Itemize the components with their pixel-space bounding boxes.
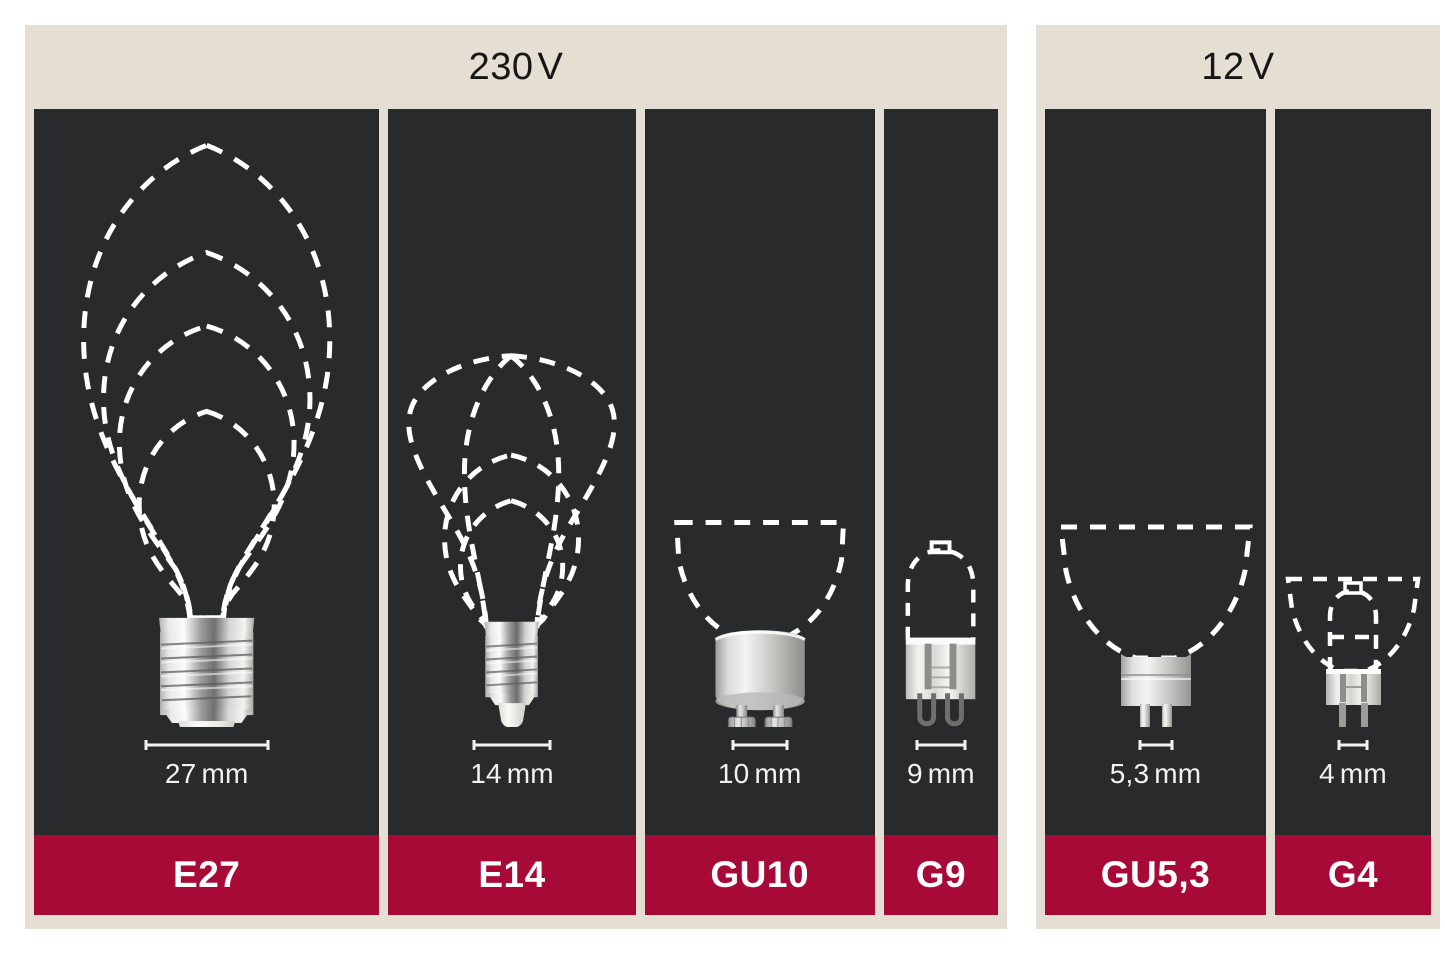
measure-label-g4: 4 mm [1319,758,1387,790]
voltage-unit: V [1248,45,1275,88]
bulb-illustration-g9 [884,109,998,727]
g9-base-graphic [905,637,976,727]
socket-columns-12v: 5,3 mm GU5,3 [1045,109,1431,915]
measure-value: 14 [470,758,502,789]
socket-column-g9[interactable]: 9 mm G9 [883,109,998,915]
socket-name-e14[interactable]: E14 [388,835,636,915]
socket-name-gu10[interactable]: GU10 [644,835,875,915]
measurement-gu53: 5,3 mm [1045,727,1266,835]
measure-bar-g9 [915,738,967,752]
bulb-illustration-g4 [1275,109,1431,727]
voltage-group-230v: 230 V [25,25,1007,929]
voltage-header-12v: 12 V [1045,25,1431,109]
socket-name-g9[interactable]: G9 [883,835,998,915]
bulb-illustration-e27 [34,109,379,727]
measure-unit: mm [1339,758,1387,789]
bulb-illustration-e14 [388,109,635,727]
voltage-group-12v: 12 V [1036,25,1440,929]
socket-column-gu53[interactable]: 5,3 mm GU5,3 [1045,109,1266,915]
measure-unit: mm [1154,758,1202,789]
e14-base-graphic [484,621,540,727]
g4-base-graphic [1326,669,1381,727]
measure-bar-e27 [144,738,270,752]
measure-unit: mm [201,758,249,789]
voltage-unit: V [537,45,564,88]
voltage-value: 230 [468,45,534,88]
measure-value: 27 [164,758,197,789]
socket-column-g4[interactable]: 4 mm G4 [1275,109,1431,915]
measure-bar-gu10 [731,738,789,752]
g4-tip-nub [1341,581,1365,595]
socket-column-gu10[interactable]: 10 mm GU10 [644,109,875,915]
measure-bar-g4 [1337,738,1369,752]
measure-value: 4 [1319,758,1335,789]
measure-unit: mm [506,758,554,789]
bulb-illustration-gu53 [1045,109,1266,727]
voltage-value: 12 [1201,45,1245,88]
measure-value: 5,3 [1109,758,1150,789]
measure-label-g9: 9 mm [907,758,975,790]
measure-value: 9 [907,758,923,789]
measure-label-e27: 27 mm [165,758,249,790]
measure-value: 10 [717,758,750,789]
e27-base-graphic [159,617,255,727]
measure-unit: mm [754,758,802,789]
bulb-illustration-gu10 [645,109,875,727]
measurement-g9: 9 mm [884,727,998,835]
g9-tip-nub [927,540,954,555]
gu10-base-graphic [714,630,806,727]
voltage-header-230v: 230 V [34,25,998,109]
measurement-e14: 14 mm [388,727,635,835]
measure-bar-gu53 [1138,738,1174,752]
measurement-e27: 27 mm [34,727,379,835]
measure-bar-e14 [472,738,552,752]
measure-label-gu53: 5,3 mm [1110,758,1202,790]
measurement-g4: 4 mm [1275,727,1431,835]
measure-label-e14: 14 mm [470,758,554,790]
socket-column-e27[interactable]: 27 mm E27 [34,109,380,915]
socket-name-e27[interactable]: E27 [34,835,380,915]
socket-name-g4[interactable]: G4 [1275,835,1431,915]
measure-label-gu10: 10 mm [718,758,802,790]
measurement-gu10: 10 mm [645,727,875,835]
socket-columns-230v: 27 mm E27 [34,109,998,915]
socket-column-e14[interactable]: 14 mm E14 [388,109,636,915]
socket-name-gu53[interactable]: GU5,3 [1045,835,1266,915]
gu53-base-graphic [1121,654,1191,727]
measure-unit: mm [927,758,975,789]
